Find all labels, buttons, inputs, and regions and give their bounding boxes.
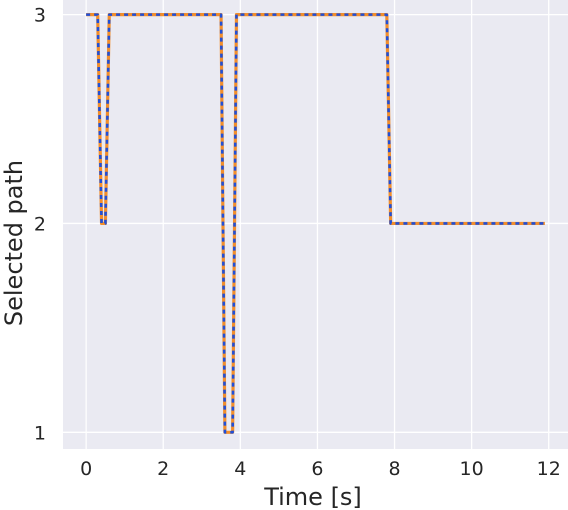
- series-group: [86, 13, 545, 434]
- y-tick-label: 1: [34, 422, 46, 444]
- y-tick-label: 3: [34, 5, 46, 27]
- y-tick-label: 2: [34, 213, 46, 235]
- x-axis-label: Time [s]: [263, 483, 362, 510]
- x-tick-label: 0: [80, 458, 92, 480]
- y-tick-labels: 1 2 3: [34, 5, 46, 445]
- series-line-2: [86, 13, 545, 434]
- x-tick-label: 2: [157, 458, 169, 480]
- x-tick-label: 8: [388, 458, 400, 480]
- x-tick-label: 6: [311, 458, 323, 480]
- y-axis-label: Selected path: [0, 160, 28, 326]
- x-tick-label: 4: [234, 458, 246, 480]
- x-tick-label: 12: [537, 458, 561, 480]
- x-tick-labels: 0 2 4 6 8 10 12: [80, 458, 561, 480]
- x-tick-label: 10: [460, 458, 484, 480]
